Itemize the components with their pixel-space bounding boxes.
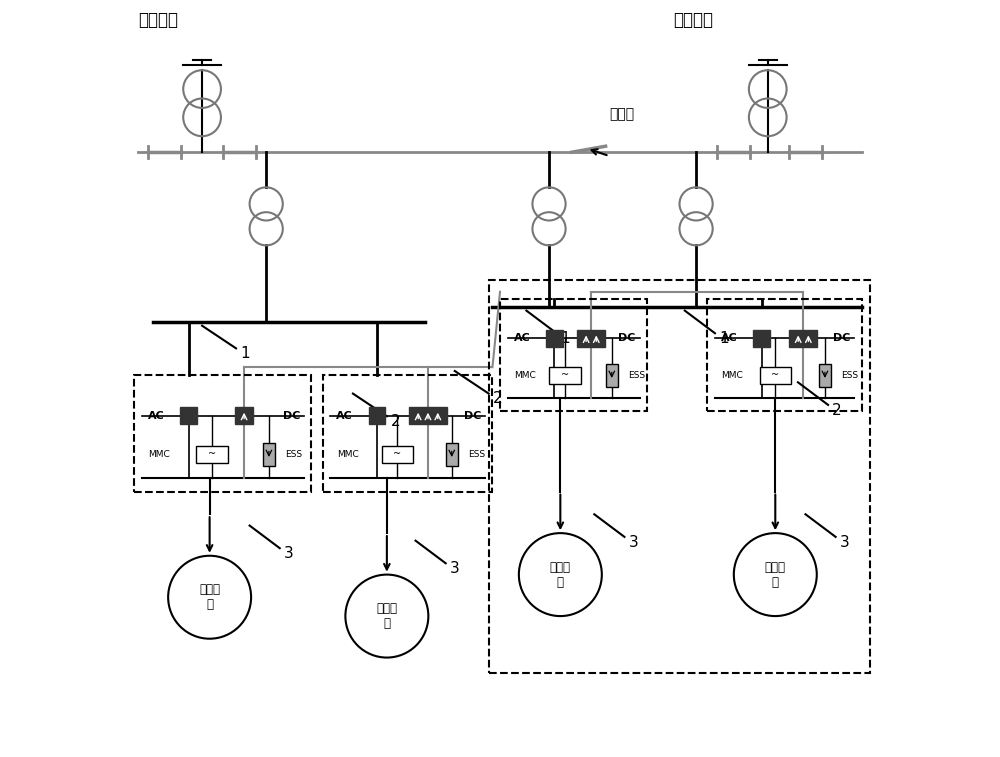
Bar [134, 375, 311, 491]
Bar [546, 330, 563, 347]
Text: DC: DC [464, 410, 481, 421]
Text: 2: 2 [493, 391, 503, 407]
Text: ESS: ESS [285, 450, 303, 459]
Bar [196, 446, 228, 463]
Text: 2: 2 [391, 414, 401, 429]
Text: 3: 3 [450, 561, 460, 576]
Text: MMC: MMC [148, 450, 170, 459]
Text: ~: ~ [561, 370, 569, 380]
Text: AC: AC [514, 333, 530, 344]
Text: ESS: ESS [628, 371, 645, 380]
Text: DC: DC [833, 333, 851, 344]
Bar [753, 330, 770, 347]
Text: 1: 1 [240, 346, 250, 361]
Bar [500, 299, 647, 411]
Bar [409, 407, 447, 424]
Text: AC: AC [721, 333, 738, 344]
Text: 1: 1 [719, 331, 729, 346]
Bar [789, 330, 817, 347]
Text: 断路器: 断路器 [609, 107, 634, 122]
Text: 微电网
四: 微电网 四 [765, 561, 786, 589]
Text: 微电网
二: 微电网 二 [376, 602, 397, 630]
Bar [707, 299, 862, 411]
Text: AC: AC [148, 410, 165, 421]
Bar [489, 280, 870, 673]
Text: DC: DC [618, 333, 636, 344]
Text: ~: ~ [208, 449, 216, 459]
Bar [382, 446, 413, 463]
Text: MMC: MMC [721, 371, 743, 380]
Bar [446, 443, 458, 466]
Text: ~: ~ [393, 449, 401, 459]
Text: DC: DC [283, 410, 300, 421]
Text: 上级电网: 上级电网 [673, 11, 713, 30]
Bar [606, 364, 618, 387]
Text: MMC: MMC [337, 450, 359, 459]
Bar [369, 407, 385, 424]
Text: AC: AC [336, 410, 353, 421]
Text: 3: 3 [284, 546, 294, 561]
Text: 微电网
三: 微电网 三 [550, 561, 571, 589]
Bar [549, 367, 581, 384]
Text: 3: 3 [840, 534, 850, 550]
Text: 3: 3 [629, 534, 638, 550]
Bar [323, 375, 492, 491]
Text: 1: 1 [561, 331, 570, 346]
Text: 上级电网: 上级电网 [138, 11, 178, 30]
Bar [577, 330, 605, 347]
Text: 2: 2 [832, 403, 842, 418]
Text: ~: ~ [771, 370, 780, 380]
Bar [263, 443, 275, 466]
Text: 微电网
一: 微电网 一 [199, 583, 220, 611]
Text: ESS: ESS [468, 450, 485, 459]
Bar [235, 407, 253, 424]
Bar [760, 367, 791, 384]
Text: MMC: MMC [514, 371, 536, 380]
Bar [180, 407, 197, 424]
Bar [819, 364, 831, 387]
Text: ESS: ESS [842, 371, 859, 380]
